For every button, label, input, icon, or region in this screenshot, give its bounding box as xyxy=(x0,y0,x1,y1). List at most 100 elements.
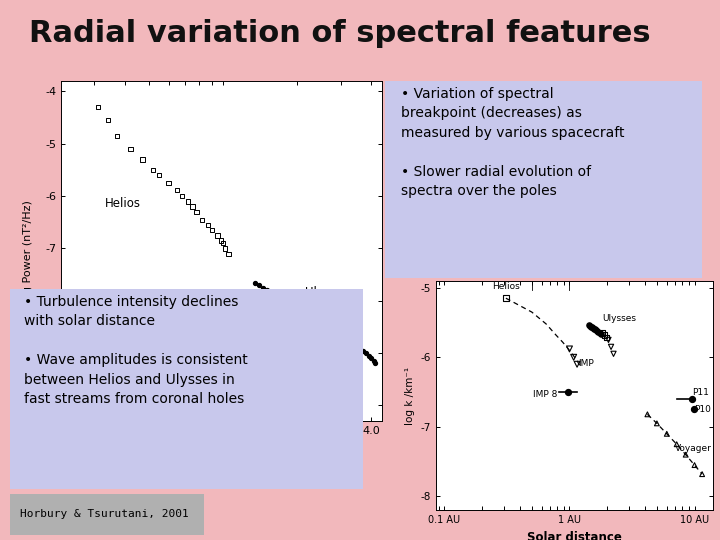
Point xyxy=(590,326,602,334)
Point xyxy=(606,342,617,351)
Point xyxy=(588,324,599,333)
Point xyxy=(191,207,202,216)
Point xyxy=(345,341,356,349)
Point xyxy=(206,226,217,234)
Point xyxy=(315,323,327,332)
Point xyxy=(125,145,136,153)
Point xyxy=(182,197,194,206)
Point xyxy=(595,330,606,339)
Point xyxy=(363,352,374,360)
Point xyxy=(585,323,597,332)
Point xyxy=(331,333,343,342)
Point xyxy=(280,299,292,308)
Point xyxy=(686,395,698,403)
Point xyxy=(689,461,701,469)
Text: Ulysses: Ulysses xyxy=(305,286,349,299)
Text: P10: P10 xyxy=(695,404,711,414)
Point xyxy=(351,343,363,352)
Point xyxy=(249,278,261,287)
Point xyxy=(328,330,339,339)
Point xyxy=(153,171,165,179)
Y-axis label: log Power (nT²/Hz): log Power (nT²/Hz) xyxy=(23,200,33,302)
Point xyxy=(369,357,380,366)
Point xyxy=(257,284,269,292)
Point xyxy=(186,202,198,211)
Point xyxy=(271,292,282,301)
Point xyxy=(268,291,279,300)
Point xyxy=(596,329,608,338)
Point xyxy=(661,429,672,438)
Point xyxy=(642,410,653,418)
Point xyxy=(300,311,311,320)
X-axis label: Solar distance (AU): Solar distance (AU) xyxy=(168,442,275,451)
Text: P11: P11 xyxy=(693,388,709,397)
Point xyxy=(354,345,366,354)
Point xyxy=(220,244,231,253)
Point xyxy=(304,315,315,323)
Point xyxy=(274,294,286,302)
Point xyxy=(582,320,594,329)
Point xyxy=(696,470,708,478)
Point xyxy=(297,309,308,318)
Point xyxy=(680,450,691,459)
Point xyxy=(292,307,303,315)
Text: • Turbulence intensity declines
with solar distance

• Wave amplitudes is consis: • Turbulence intensity declines with sol… xyxy=(24,295,248,407)
Point xyxy=(593,327,604,336)
Point xyxy=(589,325,600,333)
Point xyxy=(591,327,603,335)
Point xyxy=(366,354,377,363)
Point xyxy=(217,239,229,247)
Point xyxy=(562,388,574,396)
Point xyxy=(564,345,575,353)
Point xyxy=(671,440,683,449)
Point xyxy=(608,349,619,358)
Point xyxy=(137,155,148,164)
Point xyxy=(253,281,265,289)
Point xyxy=(289,305,300,313)
Y-axis label: log k /km⁻¹: log k /km⁻¹ xyxy=(405,367,415,424)
Point xyxy=(202,221,214,230)
Point xyxy=(586,322,598,331)
Point xyxy=(222,249,234,258)
Point xyxy=(588,325,600,334)
Point xyxy=(369,358,381,367)
Point xyxy=(196,215,207,224)
Text: IMP 8: IMP 8 xyxy=(533,390,557,399)
Point xyxy=(603,335,614,344)
Point xyxy=(286,302,297,310)
Point xyxy=(176,192,188,200)
Point xyxy=(264,289,276,298)
Point xyxy=(307,316,318,325)
Text: Helios: Helios xyxy=(492,282,520,291)
Text: Ulysses: Ulysses xyxy=(602,314,636,323)
Point xyxy=(111,132,122,140)
Point xyxy=(357,347,369,355)
Point xyxy=(102,116,114,125)
Point xyxy=(500,294,512,302)
Text: • Variation of spectral
breakpoint (decreases) as
measured by various spacecraft: • Variation of spectral breakpoint (decr… xyxy=(401,87,624,198)
Point xyxy=(212,231,223,240)
Point xyxy=(342,340,354,348)
Text: Voyager: Voyager xyxy=(675,444,712,453)
Point xyxy=(283,301,294,309)
Point xyxy=(215,237,227,245)
Text: Helios: Helios xyxy=(104,197,140,210)
Point xyxy=(320,325,331,334)
Point xyxy=(277,296,289,305)
Point xyxy=(348,342,360,351)
Point xyxy=(92,103,104,111)
Text: IMP: IMP xyxy=(578,359,594,368)
Point xyxy=(360,349,372,357)
Point xyxy=(651,419,662,428)
Point xyxy=(568,353,580,362)
Point xyxy=(584,322,595,330)
Point xyxy=(338,339,350,347)
Point xyxy=(163,179,174,187)
Point xyxy=(171,186,183,194)
Point xyxy=(571,360,582,369)
Point xyxy=(335,336,346,345)
Point xyxy=(598,330,610,339)
Text: Radial variation of spectral features: Radial variation of spectral features xyxy=(29,19,650,48)
Point xyxy=(323,328,335,336)
Point xyxy=(688,405,699,414)
